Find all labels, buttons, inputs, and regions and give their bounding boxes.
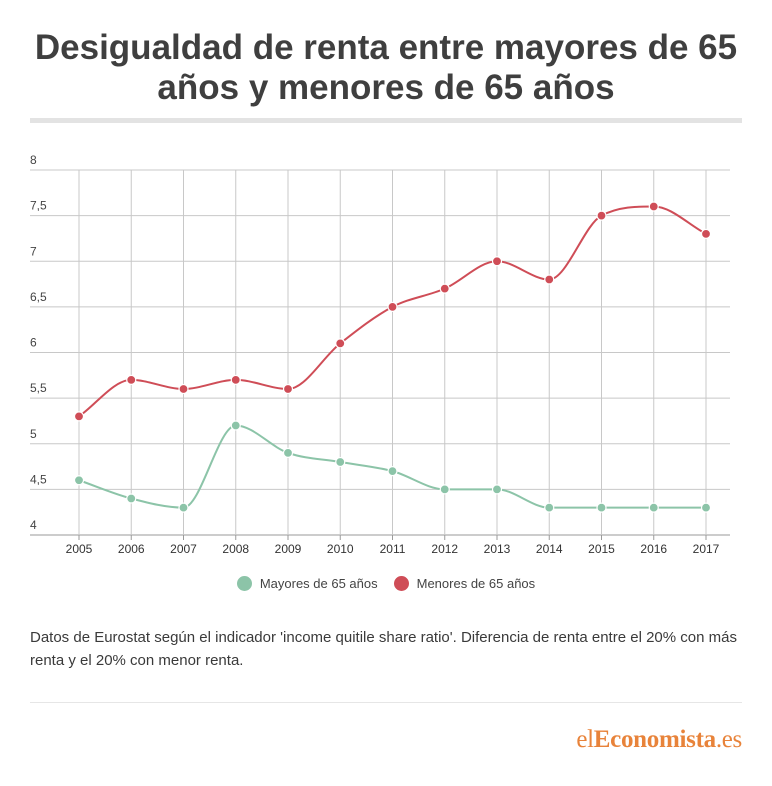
y-tick-label: 6,5 xyxy=(30,290,47,304)
data-point-1-2012 xyxy=(439,283,450,294)
data-point-0-2013 xyxy=(491,484,503,495)
data-point-1-2014 xyxy=(544,274,555,285)
y-tick-label: 8 xyxy=(30,153,37,167)
data-point-0-2007 xyxy=(178,502,189,513)
title-divider xyxy=(30,118,742,123)
data-point-1-2006 xyxy=(126,374,137,385)
data-point-0-2015 xyxy=(596,502,607,513)
legend-label-mayores: Mayores de 65 años xyxy=(259,576,378,591)
y-tick-label: 4 xyxy=(30,518,37,532)
grid xyxy=(30,169,730,540)
data-point-0-2005 xyxy=(73,475,85,486)
legend: Mayores de 65 años Menores de 65 años xyxy=(0,576,772,591)
y-tick-label: 5 xyxy=(30,427,37,441)
x-axis-ticks: 2005 2006 2007 2008 2009 2010 2011 2012 2013 2014… xyxy=(66,542,720,556)
data-point-1-2007 xyxy=(178,383,189,395)
legend-item-mayores[interactable]: Mayores de 65 años xyxy=(236,576,378,591)
data-point-0-2017 xyxy=(700,502,712,513)
x-tick-label: 2014 xyxy=(536,542,563,556)
x-tick-label: 2013 xyxy=(484,542,511,556)
legend-item-menores[interactable]: Menores de 65 años xyxy=(393,576,536,591)
data-point-1-2016 xyxy=(648,201,659,212)
y-tick-label: 5,5 xyxy=(30,381,47,395)
source-note: Datos de Eurostat según el indicador 'in… xyxy=(30,629,737,669)
data-point-0-2014 xyxy=(544,502,555,513)
data-point-0-2012 xyxy=(439,484,450,495)
x-tick-label: 2007 xyxy=(170,542,197,556)
x-tick-label: 2010 xyxy=(327,542,354,556)
x-tick-label: 2005 xyxy=(66,542,93,556)
y-tick-label: 4,5 xyxy=(30,472,47,486)
y-axis-ticks: 4 4,5 5 5,5 6 6,5 7 7,5 8 xyxy=(30,153,47,532)
y-tick-label: 6 xyxy=(30,336,37,350)
y-tick-label: 7 xyxy=(30,244,37,258)
series-points xyxy=(73,201,712,513)
data-point-1-2013 xyxy=(491,256,503,267)
data-point-1-2005 xyxy=(73,411,85,422)
data-point-0-2008 xyxy=(230,420,241,431)
data-point-0-2016 xyxy=(648,502,659,513)
logo-prefix: el xyxy=(576,726,594,753)
brand-logo[interactable]: elEconomista.es xyxy=(576,726,742,754)
x-tick-label: 2008 xyxy=(222,542,249,556)
note-divider xyxy=(30,702,742,703)
x-tick-label: 2016 xyxy=(640,542,667,556)
x-tick-label: 2011 xyxy=(380,542,406,556)
line-chart: 44,555,566,577,58 2005 2006 2007 2008 2009 20… xyxy=(30,153,730,556)
data-point-0-2011 xyxy=(387,466,398,477)
x-tick-label: 2015 xyxy=(588,542,615,556)
data-point-1-2009 xyxy=(282,383,294,395)
data-point-0-2009 xyxy=(282,447,294,458)
data-point-1-2017 xyxy=(700,228,712,239)
logo-name: Economista xyxy=(593,726,716,753)
x-tick-label: 2017 xyxy=(693,542,720,556)
chart-title: Desigualdad de renta entre mayores de 65… xyxy=(34,28,738,107)
logo-suffix: .es xyxy=(715,726,742,753)
data-point-0-2010 xyxy=(335,456,346,468)
data-point-0-2006 xyxy=(126,493,137,504)
data-point-1-2008 xyxy=(230,374,241,385)
data-point-1-2011 xyxy=(387,301,398,312)
x-tick-label: 2009 xyxy=(275,542,302,556)
y-tick-label: 7,5 xyxy=(30,199,47,213)
legend-swatch-mayores xyxy=(236,576,252,591)
data-point-1-2010 xyxy=(335,338,346,349)
legend-swatch-menores xyxy=(393,576,409,591)
data-point-1-2015 xyxy=(596,210,607,221)
x-tick-label: 2006 xyxy=(118,542,145,556)
legend-label-menores: Menores de 65 años xyxy=(416,576,536,591)
x-tick-label: 2012 xyxy=(431,542,458,556)
